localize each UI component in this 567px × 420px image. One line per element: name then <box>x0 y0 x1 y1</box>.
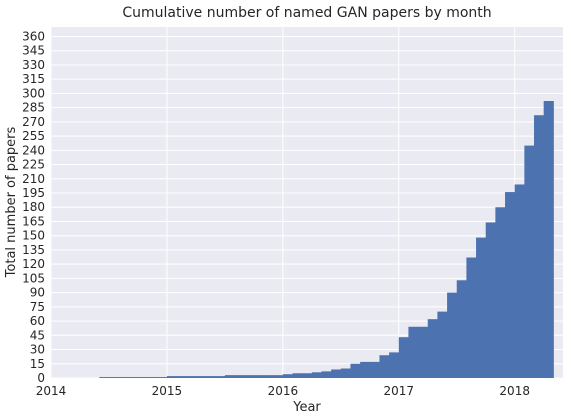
y-tick-label: 315 <box>22 72 45 86</box>
y-tick-label: 195 <box>22 186 45 200</box>
y-axis-label: Total number of papers <box>4 126 19 278</box>
bar <box>292 373 303 378</box>
bar <box>389 352 400 378</box>
y-tick-label: 75 <box>30 300 45 314</box>
bar <box>360 361 371 378</box>
bar <box>253 375 265 378</box>
bar <box>176 376 187 378</box>
bar <box>495 207 506 378</box>
x-tick-label: 2014 <box>36 384 67 398</box>
bar <box>476 237 487 378</box>
bar <box>147 377 158 378</box>
bar <box>234 375 245 378</box>
bar <box>447 292 458 378</box>
y-tick-label: 105 <box>22 271 45 285</box>
x-tick-label: 2018 <box>499 384 530 398</box>
y-tick-label: 330 <box>22 58 45 72</box>
x-axis-label: Year <box>292 400 321 415</box>
y-tick-label: 240 <box>22 143 45 157</box>
bar <box>311 372 322 378</box>
bar <box>379 355 390 378</box>
y-tick-label: 210 <box>22 172 45 186</box>
bar <box>186 376 197 378</box>
bar <box>408 326 419 378</box>
bar <box>331 369 342 378</box>
bar <box>369 361 380 378</box>
y-tick-label: 345 <box>22 44 45 58</box>
y-tick-label: 0 <box>37 371 45 385</box>
chart-title: Cumulative number of named GAN papers by… <box>122 5 491 21</box>
y-tick-label: 30 <box>30 343 45 357</box>
bar <box>302 373 313 378</box>
bar <box>350 363 361 378</box>
bar <box>99 377 110 378</box>
y-tick-label: 135 <box>22 243 45 257</box>
y-tick-label: 270 <box>22 115 45 129</box>
bar <box>137 377 149 378</box>
bar <box>485 222 496 378</box>
bar <box>456 280 467 378</box>
y-tick-label: 285 <box>22 101 45 115</box>
bar <box>543 100 554 378</box>
bar <box>215 376 226 378</box>
bar <box>273 375 284 378</box>
y-tick-labels: 0153045607590105120135150165180195210225… <box>22 29 45 385</box>
y-tick-label: 225 <box>22 158 45 172</box>
bar <box>157 377 168 378</box>
bar <box>244 375 255 378</box>
y-tick-label: 300 <box>22 86 45 100</box>
y-tick-label: 90 <box>30 286 45 300</box>
bar <box>524 145 535 378</box>
bar <box>205 376 216 378</box>
bar <box>418 326 429 378</box>
bar <box>505 192 516 378</box>
bar <box>224 375 236 378</box>
bar <box>118 377 129 378</box>
y-tick-label: 60 <box>30 314 45 328</box>
y-tick-label: 120 <box>22 257 45 271</box>
x-tick-labels: 2014 2015 2016 2017 2018 <box>36 384 530 398</box>
bar <box>166 376 178 378</box>
x-tick-label: 2017 <box>384 384 415 398</box>
y-tick-label: 180 <box>22 200 45 214</box>
bar <box>263 375 274 378</box>
bar <box>437 311 448 378</box>
y-tick-label: 360 <box>22 29 45 43</box>
y-tick-label: 255 <box>22 129 45 143</box>
bar <box>321 371 332 378</box>
bar <box>340 368 351 378</box>
bar <box>427 319 438 378</box>
bar <box>195 376 207 378</box>
y-tick-label: 165 <box>22 214 45 228</box>
bar <box>466 257 477 378</box>
bar <box>108 377 120 378</box>
x-tick-label: 2015 <box>152 384 183 398</box>
bar <box>514 184 525 378</box>
bar <box>534 115 545 378</box>
y-tick-label: 15 <box>30 357 45 371</box>
bar <box>128 377 139 378</box>
bar <box>282 374 294 378</box>
y-tick-label: 150 <box>22 229 45 243</box>
y-tick-label: 45 <box>30 328 45 342</box>
grid-lines <box>50 27 563 379</box>
bar-series <box>99 100 554 378</box>
bar <box>398 337 409 378</box>
x-tick-label: 2016 <box>268 384 299 398</box>
